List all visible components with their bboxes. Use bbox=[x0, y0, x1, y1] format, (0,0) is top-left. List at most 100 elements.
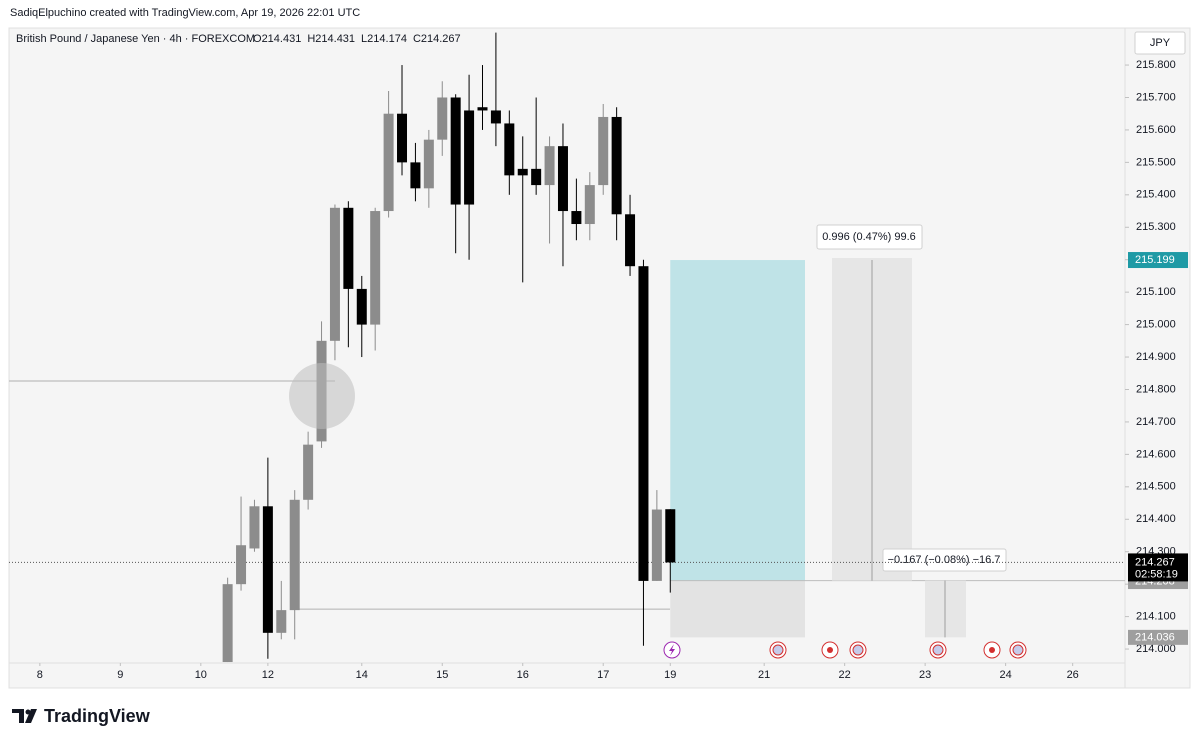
y-tick-label: 215.000 bbox=[1136, 319, 1176, 331]
ohlc-value: 214.431 bbox=[315, 33, 355, 45]
candle-body bbox=[517, 168, 528, 176]
y-tick-label: 215.300 bbox=[1136, 221, 1176, 233]
ohlc-value: 214.431 bbox=[262, 33, 302, 45]
candle-body bbox=[477, 107, 488, 111]
price-tag bbox=[1128, 252, 1188, 269]
candle-body bbox=[356, 288, 367, 325]
candle-body bbox=[343, 207, 354, 289]
price-tag bbox=[1128, 629, 1188, 645]
y-tick-label: 215.400 bbox=[1136, 189, 1176, 201]
event-flag bbox=[852, 644, 864, 656]
event-icon bbox=[669, 644, 675, 656]
candle-body bbox=[289, 499, 300, 611]
ohlc-key: L bbox=[361, 33, 367, 45]
y-tick-label: 215.100 bbox=[1136, 286, 1176, 298]
y-tick-label: 214.100 bbox=[1136, 611, 1176, 623]
logo-mark bbox=[12, 709, 24, 723]
candle-body bbox=[665, 509, 676, 563]
x-tick-label: 21 bbox=[758, 669, 770, 681]
x-tick-label: 16 bbox=[517, 669, 529, 681]
ohlc-key: O bbox=[253, 33, 262, 45]
candle-body bbox=[450, 97, 461, 205]
ohlc-key: C bbox=[413, 33, 421, 45]
y-tick-label: 215.800 bbox=[1136, 59, 1176, 71]
candle-body bbox=[329, 207, 340, 341]
candle-body bbox=[437, 97, 448, 140]
candle-body bbox=[262, 506, 273, 633]
candle-body bbox=[638, 266, 649, 581]
x-tick-label: 22 bbox=[839, 669, 851, 681]
candle-body bbox=[370, 211, 381, 325]
x-tick-label: 8 bbox=[37, 669, 43, 681]
y-tick-label: 214.000 bbox=[1136, 643, 1176, 655]
y-tick-label: 215.600 bbox=[1136, 124, 1176, 136]
candle-body bbox=[571, 211, 582, 225]
x-tick-label: 23 bbox=[919, 669, 931, 681]
x-tick-label: 15 bbox=[436, 669, 448, 681]
candle-body bbox=[611, 116, 622, 215]
candle-body bbox=[490, 110, 501, 124]
candle-body bbox=[303, 444, 314, 500]
cursor-highlight bbox=[289, 363, 355, 429]
event-flag bbox=[932, 644, 944, 656]
ohlc-key: H bbox=[307, 33, 315, 45]
brand-logo: TradingView bbox=[12, 706, 151, 726]
candle-body bbox=[410, 162, 421, 189]
x-tick-label: 26 bbox=[1067, 669, 1079, 681]
currency: JPY bbox=[1150, 37, 1171, 49]
candle-body bbox=[531, 168, 542, 186]
candle-body bbox=[276, 610, 287, 633]
y-tick-label: 215.500 bbox=[1136, 156, 1176, 168]
price-tag-label: 215.199 bbox=[1135, 254, 1175, 266]
event-dot bbox=[827, 647, 833, 653]
x-tick-label: 17 bbox=[597, 669, 609, 681]
current-price-tag bbox=[1128, 553, 1188, 582]
plot: 0.996 (0.47%) 99.6 −0.167 (−0.08%) −16.7 bbox=[9, 32, 1125, 663]
x-tick-label: 24 bbox=[999, 669, 1011, 681]
x-tick-label: 10 bbox=[195, 669, 207, 681]
event-dot bbox=[989, 647, 995, 653]
event-icons bbox=[663, 641, 1027, 659]
candle-body bbox=[383, 113, 394, 212]
candle-body bbox=[236, 545, 247, 585]
price-tag-label: 214.036 bbox=[1135, 631, 1175, 643]
candle-body bbox=[598, 116, 609, 186]
y-tick-label: 214.400 bbox=[1136, 513, 1176, 525]
measure-label: −0.167 (−0.08%) −16.7 bbox=[888, 554, 1001, 566]
candle-body bbox=[464, 110, 475, 205]
event-flag bbox=[1012, 644, 1024, 656]
candle-body bbox=[397, 113, 408, 163]
y-tick-label: 214.500 bbox=[1136, 481, 1176, 493]
measure-label-box bbox=[882, 548, 1007, 572]
ohlc-value: 214.267 bbox=[421, 33, 461, 45]
x-tick-label: 12 bbox=[262, 669, 274, 681]
brand-name: TradingView bbox=[44, 706, 151, 726]
ohlc-legend: O 214.431 H 214.431 L 214.174 C 214.267 bbox=[253, 33, 461, 45]
y-tick-label: 214.900 bbox=[1136, 351, 1176, 363]
target-zone bbox=[670, 260, 805, 581]
candle-body bbox=[423, 139, 434, 189]
y-tick-label: 215.700 bbox=[1136, 91, 1176, 103]
candle-body bbox=[544, 146, 555, 186]
candle-body bbox=[504, 123, 515, 176]
symbol-title: British Pound / Japanese Yen · 4h · FORE… bbox=[16, 33, 255, 45]
candle-body bbox=[249, 506, 260, 549]
countdown: 02:58:19 bbox=[1135, 568, 1178, 580]
current-price-label: 214.267 bbox=[1135, 556, 1175, 568]
currency-box bbox=[1134, 31, 1186, 55]
candle-body bbox=[222, 584, 233, 663]
y-tick-label: 214.600 bbox=[1136, 448, 1176, 460]
event-flag bbox=[772, 644, 784, 656]
credit-line: SadiqElpuchino created with TradingView.… bbox=[10, 7, 360, 19]
candle-body bbox=[625, 214, 636, 267]
ohlc-value: 214.174 bbox=[367, 33, 407, 45]
measure-label-box bbox=[816, 224, 923, 250]
x-tick-label: 14 bbox=[356, 669, 368, 681]
candle-body bbox=[651, 509, 662, 581]
y-tick-label: 214.800 bbox=[1136, 383, 1176, 395]
stop-zone bbox=[670, 580, 805, 638]
x-tick-label: 19 bbox=[664, 669, 676, 681]
measure-label: 0.996 (0.47%) 99.6 bbox=[822, 231, 916, 243]
y-tick-label: 214.700 bbox=[1136, 416, 1176, 428]
